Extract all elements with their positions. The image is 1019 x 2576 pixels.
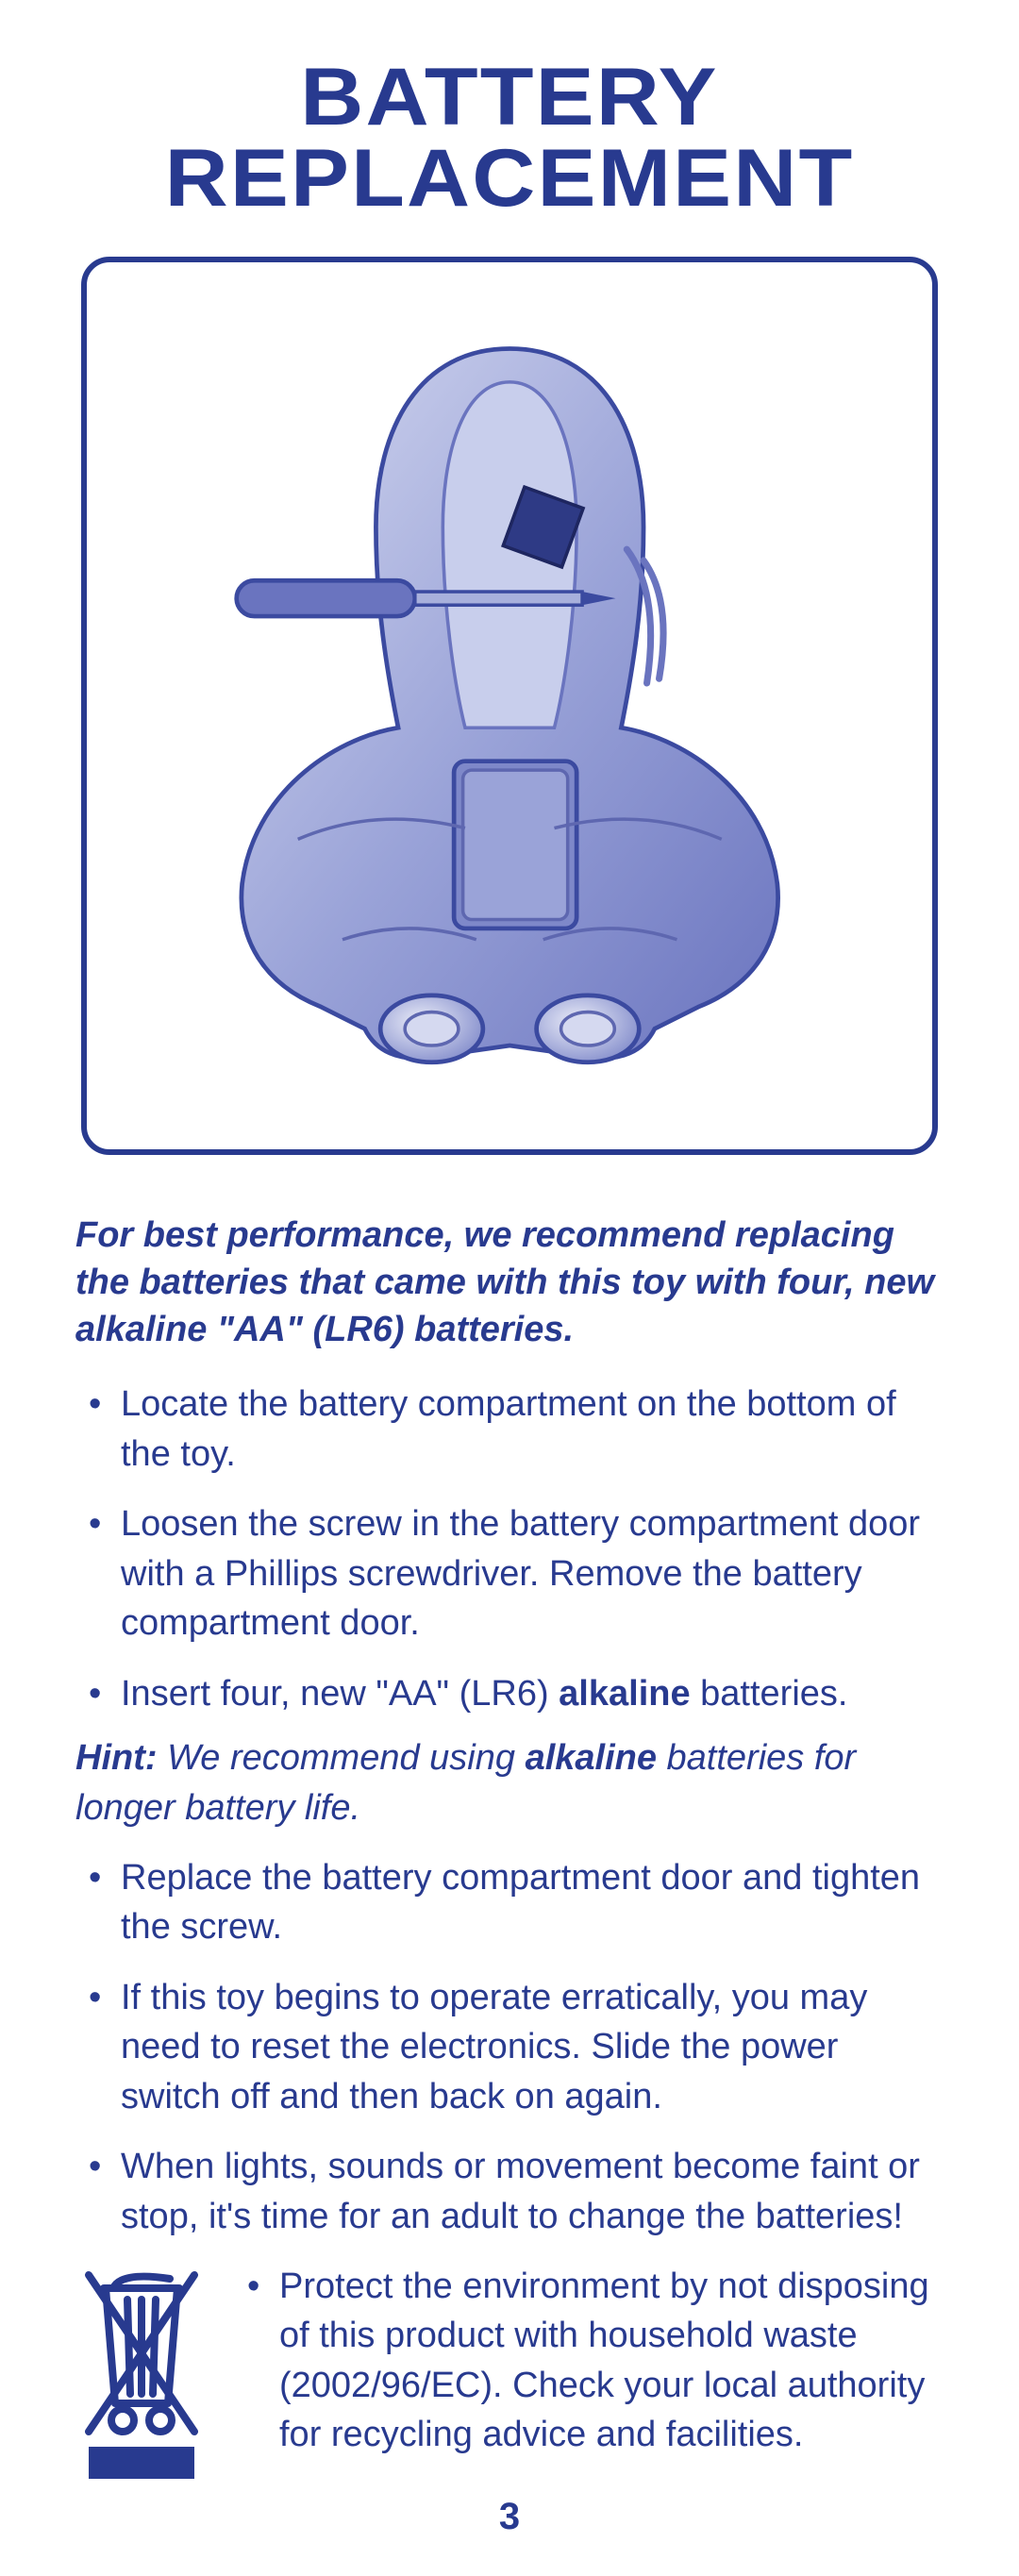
page: BATTERY REPLACEMENT bbox=[0, 0, 1019, 2576]
weee-text: Protect the environment by not disposing… bbox=[238, 2262, 944, 2460]
hint-label: Hint: bbox=[75, 1738, 158, 1778]
step-item: When lights, sounds or movement become f… bbox=[75, 2142, 944, 2241]
hint-paragraph: Hint: We recommend using alkaline batter… bbox=[75, 1733, 944, 1832]
step-item: If this toy begins to operate erraticall… bbox=[75, 1973, 944, 2121]
page-number: 3 bbox=[75, 2496, 944, 2538]
page-title: BATTERY REPLACEMENT bbox=[41, 57, 978, 219]
steps-list-1: Locate the battery compartment on the bo… bbox=[75, 1380, 944, 1718]
weee-bin-icon bbox=[75, 2262, 208, 2479]
toy-illustration bbox=[138, 315, 881, 1096]
illustration-frame bbox=[81, 257, 938, 1155]
weee-row: Protect the environment by not disposing… bbox=[75, 2262, 944, 2479]
title-line-1: BATTERY bbox=[300, 52, 718, 142]
step-item: Loosen the screw in the battery compartm… bbox=[75, 1499, 944, 1648]
steps-list-2: Replace the battery compartment door and… bbox=[75, 1853, 944, 2241]
step-item: Locate the battery compartment on the bo… bbox=[75, 1380, 944, 1479]
hint-text: We recommend using alkaline batteries fo… bbox=[75, 1738, 856, 1827]
intro-paragraph: For best performance, we recommend repla… bbox=[75, 1212, 944, 1353]
step-item: Replace the battery compartment door and… bbox=[75, 1853, 944, 1952]
step-item: Insert four, new "AA" (LR6) alkaline bat… bbox=[75, 1669, 944, 1718]
title-line-2: REPLACEMENT bbox=[165, 133, 855, 224]
